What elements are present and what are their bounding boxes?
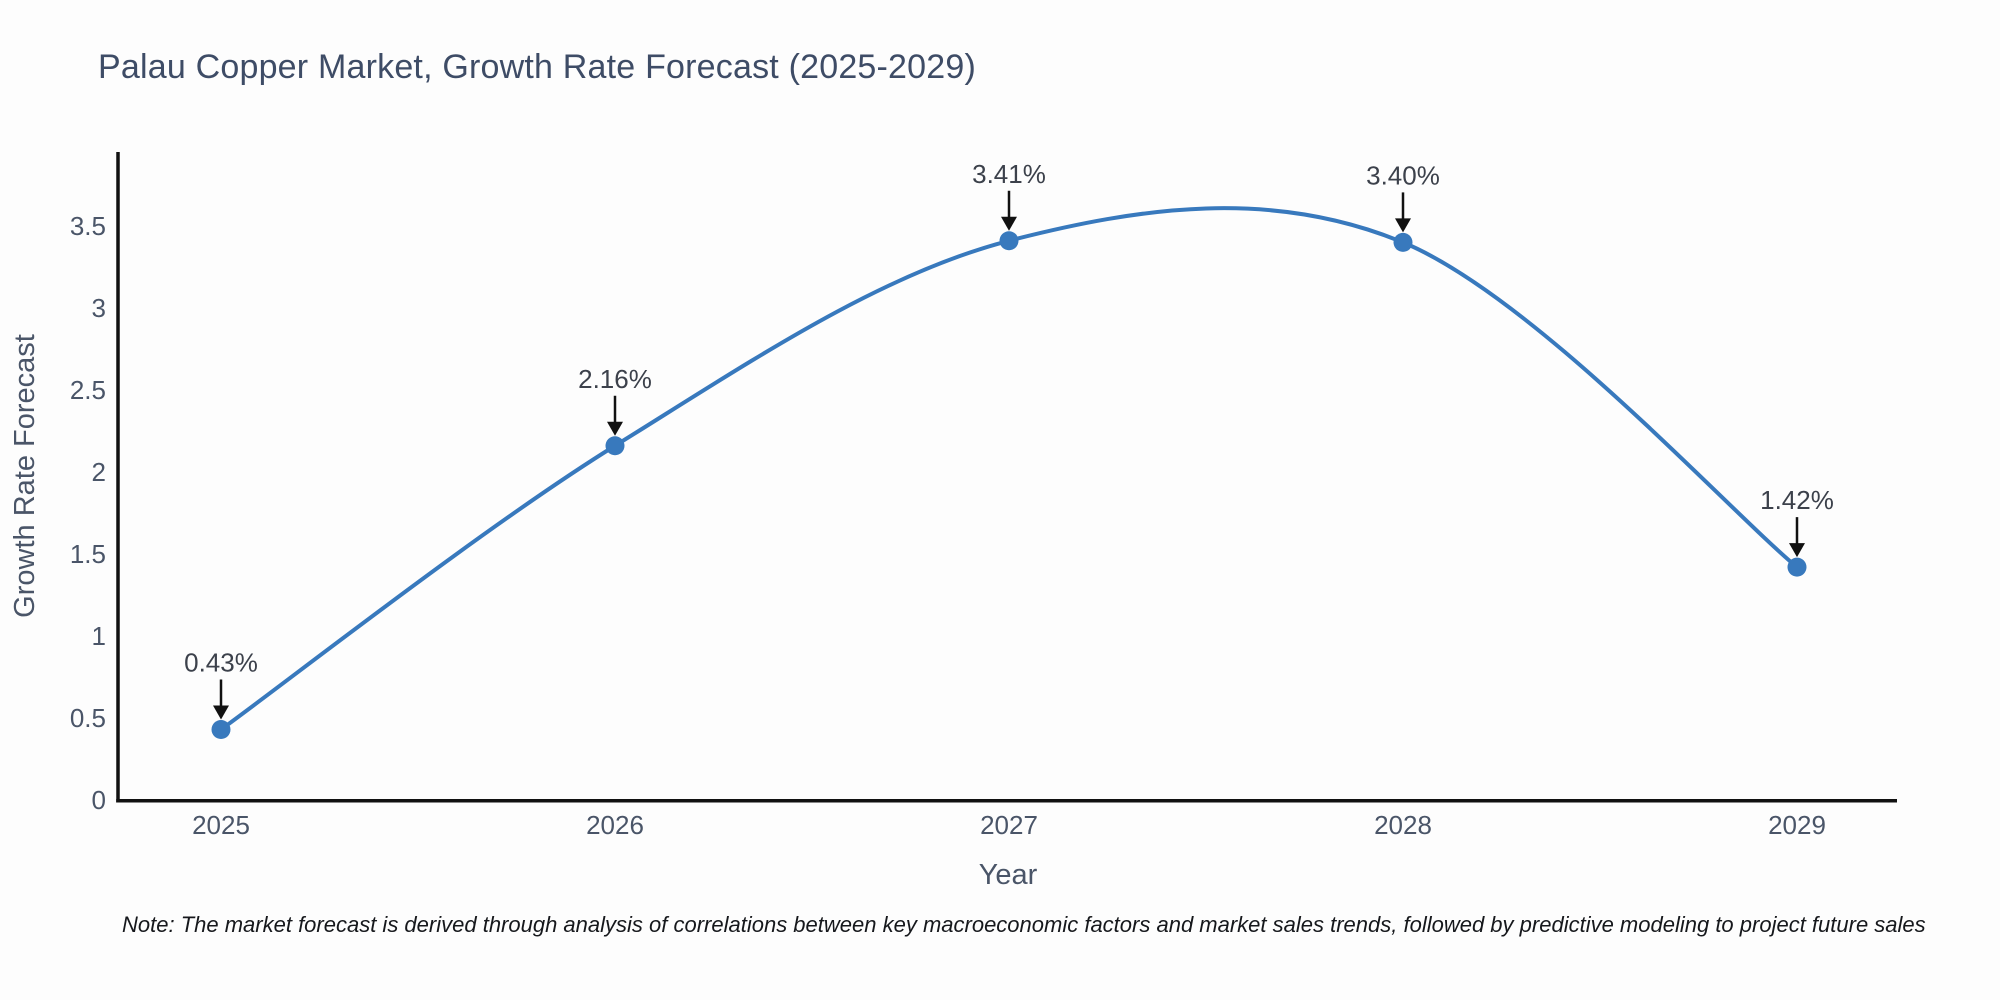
y-tick-label: 0 [92, 785, 106, 815]
x-tick-label: 2025 [192, 810, 250, 840]
data-point-2025 [211, 719, 231, 739]
point-annotations: 0.43% 2.16% 3.41% 3.40% 1.42% [184, 159, 1834, 720]
x-tick-label: 2027 [980, 810, 1038, 840]
data-point-2028 [1393, 232, 1413, 252]
annotation-value-label: 3.40% [1366, 160, 1440, 190]
x-tick-label: 2028 [1374, 810, 1432, 840]
x-tick-label: 2026 [586, 810, 644, 840]
y-tick-label: 1.5 [70, 539, 106, 569]
annotation-arrowhead [1001, 216, 1017, 231]
y-tick-label: 1 [92, 621, 106, 651]
y-tick-label: 3.5 [70, 211, 106, 241]
annotation-value-label: 3.41% [972, 159, 1046, 189]
y-tick-label: 0.5 [70, 703, 106, 733]
annotation-2026: 2.16% [578, 364, 652, 436]
annotation-value-label: 2.16% [578, 364, 652, 394]
chart-title: Palau Copper Market, Growth Rate Forecas… [98, 48, 977, 86]
footnote: Note: The market forecast is derived thr… [122, 912, 1926, 937]
data-point-2029 [1787, 557, 1807, 577]
y-axis-title: Growth Rate Forecast [9, 334, 41, 618]
x-tick-labels: 2025 2026 2027 2028 2029 [192, 810, 1826, 840]
annotation-2025: 0.43% [184, 647, 258, 720]
x-axis-title: Year [979, 859, 1038, 891]
annotation-arrowhead [607, 421, 623, 436]
axes [116, 152, 1897, 803]
annotation-arrowhead [1395, 218, 1411, 233]
y-tick-label: 2.5 [70, 375, 106, 405]
y-tick-label: 2 [92, 457, 106, 487]
annotation-2029: 1.42% [1760, 485, 1834, 558]
annotation-value-label: 1.42% [1760, 485, 1834, 515]
annotation-arrowhead [1789, 543, 1805, 558]
annotation-2027: 3.41% [972, 159, 1046, 231]
y-tick-labels: 0 0.5 1 1.5 2 2.5 3 3.5 [70, 211, 106, 815]
annotation-2028: 3.40% [1366, 160, 1440, 233]
forecast-series [211, 206, 1807, 739]
annotation-arrowhead [213, 705, 229, 720]
annotation-value-label: 0.43% [184, 647, 258, 677]
x-tick-label: 2029 [1768, 810, 1826, 840]
data-point-2026 [605, 436, 625, 456]
data-point-2027 [999, 231, 1019, 251]
y-tick-label: 3 [92, 293, 106, 323]
forecast-line [219, 206, 1799, 732]
